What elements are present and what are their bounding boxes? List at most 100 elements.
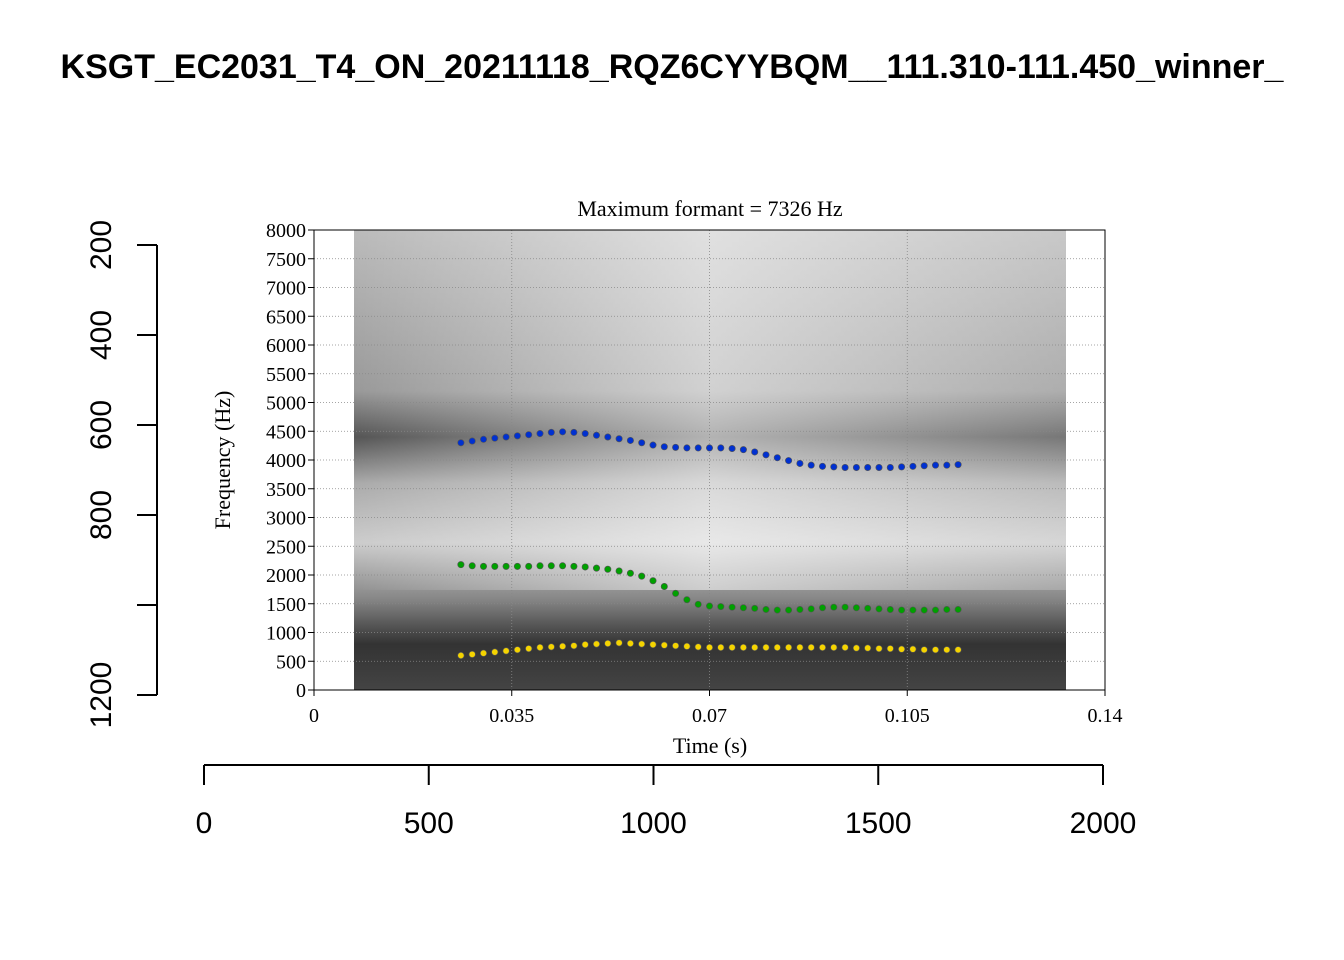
formant-point: [909, 645, 917, 653]
formant-point: [547, 562, 555, 570]
formant-point: [841, 603, 849, 611]
formant-point: [683, 642, 691, 650]
formant-point: [502, 562, 510, 570]
formant-point: [694, 600, 702, 608]
formant-point: [751, 448, 759, 456]
formant-point: [807, 643, 815, 651]
formant-point: [672, 443, 680, 451]
formant-point: [570, 428, 578, 436]
formant-point: [841, 643, 849, 651]
formant-point: [875, 645, 883, 653]
formant-point: [457, 651, 465, 659]
formant-point: [852, 604, 860, 612]
y-tick-label: 4500: [266, 421, 306, 443]
x-tick-label: 0: [196, 807, 213, 840]
x-axis-label: Time (s): [673, 733, 747, 758]
formant-point: [513, 432, 521, 440]
formant-point: [751, 643, 759, 651]
formant-point: [807, 461, 815, 469]
formant-point: [626, 436, 634, 444]
formant-point: [479, 562, 487, 570]
formant-point: [705, 444, 713, 452]
x-tick-label: 500: [404, 807, 454, 840]
formant-point: [852, 644, 860, 652]
formant-point: [660, 641, 668, 649]
formant-point: [660, 443, 668, 451]
y-tick-label: 3500: [266, 479, 306, 501]
formant-point: [762, 605, 770, 613]
formant-point: [502, 647, 510, 655]
formant-point: [909, 606, 917, 614]
formant-point: [457, 439, 465, 447]
y-tick-label: 600: [85, 400, 118, 450]
formant-point: [785, 457, 793, 465]
formant-point: [672, 642, 680, 650]
formant-point: [649, 641, 657, 649]
formant-point: [875, 605, 883, 613]
formant-point: [479, 435, 487, 443]
formant-point: [491, 562, 499, 570]
formant-point: [604, 565, 612, 573]
formant-point: [931, 461, 939, 469]
formant-point: [830, 643, 838, 651]
x-tick-label: 0.14: [1088, 705, 1123, 727]
formant-point: [909, 462, 917, 470]
y-tick-label: 4000: [266, 450, 306, 472]
plot-frame: [313, 229, 1106, 691]
formant-point: [931, 606, 939, 614]
formant-point: [739, 643, 747, 651]
formant-point: [570, 562, 578, 570]
formant-point: [807, 605, 815, 613]
formant-point: [886, 463, 894, 471]
formant-point: [536, 562, 544, 570]
formant-point: [796, 459, 804, 467]
formant-point: [705, 602, 713, 610]
formant-point: [559, 642, 567, 650]
formant-point: [660, 582, 668, 590]
formant-point: [920, 606, 928, 614]
y-tick-label: 200: [85, 220, 118, 270]
formant-point: [931, 646, 939, 654]
formant-point: [717, 444, 725, 452]
formant-point: [592, 640, 600, 648]
formant-point: [638, 439, 646, 447]
x-tick-label: 1000: [620, 807, 687, 840]
formant-point: [468, 562, 476, 570]
formant-point: [830, 603, 838, 611]
formant-point: [468, 437, 476, 445]
formant-point: [547, 643, 555, 651]
formant-point: [943, 605, 951, 613]
formant-point: [739, 446, 747, 454]
formant-point: [818, 643, 826, 651]
y-tick-label: 6500: [266, 306, 306, 328]
formant-point: [570, 642, 578, 650]
formant-point: [559, 562, 567, 570]
formant-point: [864, 604, 872, 612]
outer-plot: KSGT_EC2031_T4_ON_20211118_RQZ6CYYBQM__1…: [61, 48, 1285, 840]
y-axis-label: Frequency (Hz): [210, 391, 235, 530]
formant-point: [626, 569, 634, 577]
formant-point: [457, 561, 465, 569]
y-tick-label: 5000: [266, 393, 306, 415]
formant-point: [536, 643, 544, 651]
formant-point: [898, 463, 906, 471]
formant-point: [943, 461, 951, 469]
formant-point: [898, 606, 906, 614]
formant-point: [604, 433, 612, 441]
formant-point: [739, 604, 747, 612]
y-tick-label: 8000: [266, 220, 306, 242]
formant-point: [615, 435, 623, 443]
formant-point: [717, 603, 725, 611]
formant-point: [559, 428, 567, 436]
formant-point: [491, 648, 499, 656]
formant-point: [672, 589, 680, 597]
formant-point: [626, 639, 634, 647]
formant-point: [943, 646, 951, 654]
formant-point: [525, 431, 533, 439]
formant-point: [536, 430, 544, 438]
formant-point: [513, 646, 521, 654]
y-tick-label: 6000: [266, 335, 306, 357]
formant-point: [773, 606, 781, 614]
formant-point: [841, 463, 849, 471]
formant-point: [728, 444, 736, 452]
